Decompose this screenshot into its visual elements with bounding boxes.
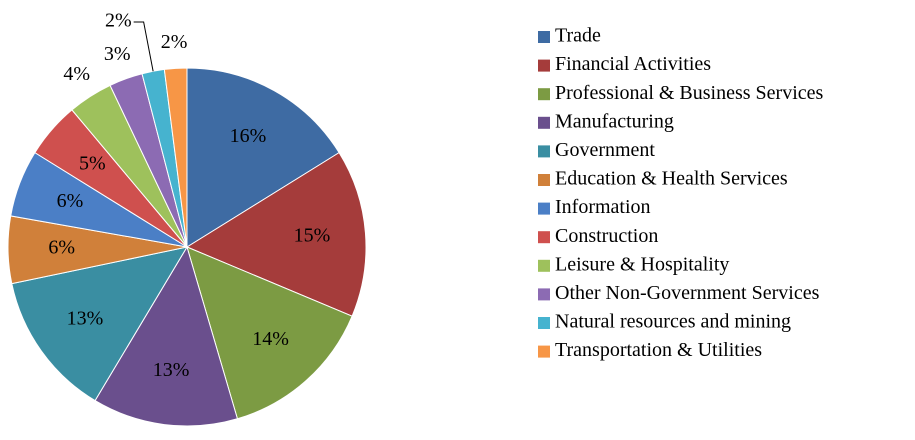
legend-label: Trade — [555, 25, 601, 47]
legend-swatch — [538, 174, 550, 186]
leader-line — [133, 21, 154, 72]
data-label: 16% — [230, 125, 267, 147]
legend-label: Professional & Business Services — [555, 82, 824, 104]
legend-label: Transportation & Utilities — [555, 339, 762, 361]
legend-swatch — [538, 345, 550, 358]
legend-label: Financial Activities — [555, 53, 711, 75]
pie-slice — [185, 151, 367, 317]
data-label: 3% — [104, 43, 131, 65]
legend-swatch — [538, 59, 550, 72]
data-label: 6% — [48, 237, 75, 259]
pie-slice — [186, 246, 353, 420]
legend-label: Information — [555, 196, 651, 218]
data-label: 13% — [67, 307, 104, 329]
legend-label: Manufacturing — [555, 110, 674, 132]
data-label: 6% — [57, 190, 84, 212]
data-label: 4% — [63, 63, 90, 85]
legend-swatch — [538, 317, 550, 329]
legend-swatch — [538, 288, 550, 301]
legend-label: Natural resources and mining — [555, 311, 791, 333]
legend-label: Government — [555, 139, 655, 161]
pie-slice — [11, 246, 189, 402]
legend-swatch — [538, 116, 550, 129]
data-label: 15% — [294, 225, 331, 247]
pie-slice — [186, 67, 340, 248]
pie-slice — [94, 245, 239, 427]
legend-swatch — [538, 202, 550, 215]
data-label: 2% — [105, 10, 132, 32]
pie-slice — [163, 67, 188, 248]
legend-swatch — [538, 31, 550, 43]
legend-swatch — [538, 231, 550, 244]
legend-label: Construction — [555, 225, 658, 247]
data-label: 5% — [79, 153, 106, 175]
data-label: 14% — [252, 328, 289, 350]
legend-label: Other Non-Government Services — [555, 282, 820, 304]
legend-swatch — [538, 88, 550, 101]
legend-label: Leisure & Hospitality — [555, 253, 729, 275]
legend-swatch — [538, 145, 550, 158]
data-label: 2% — [161, 31, 188, 53]
data-label: 13% — [153, 359, 190, 381]
legend-swatch — [538, 259, 550, 272]
legend-label: Education & Health Services — [555, 168, 788, 190]
